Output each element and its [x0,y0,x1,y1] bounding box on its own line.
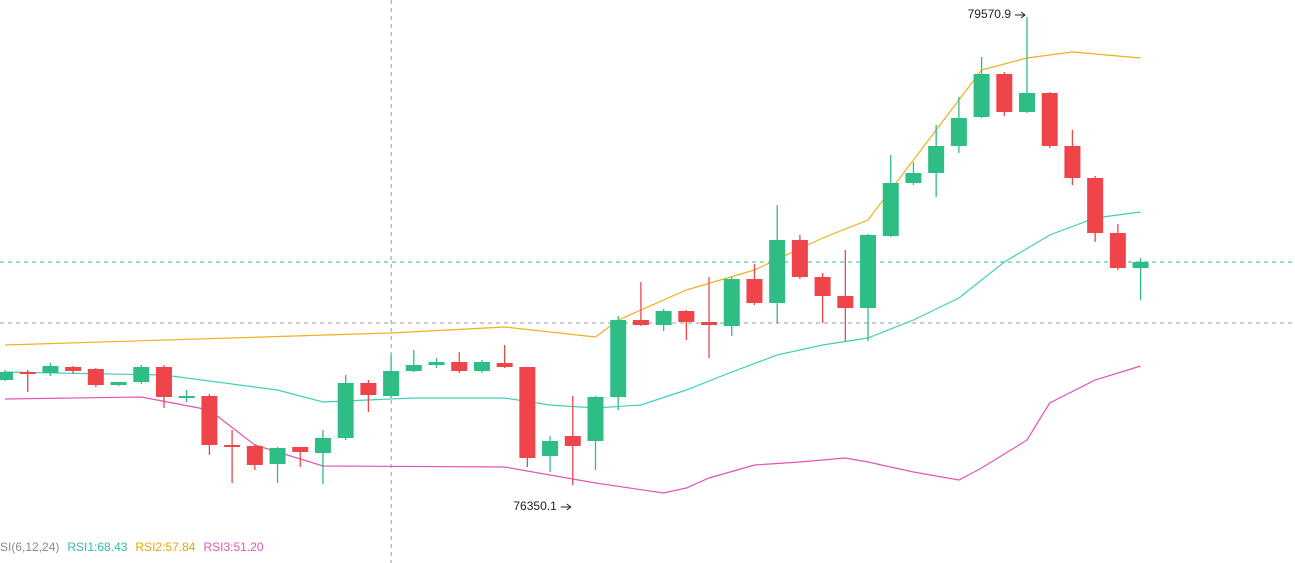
price-annotation: 76350.1 [513,499,557,513]
price-annotation: 79570.9 [968,7,1012,21]
candle-body [837,296,854,309]
candle-body [224,444,241,447]
indicator-label: RSI1:68.43 [67,540,127,554]
candle-body [1109,232,1126,269]
candle-body [860,235,877,309]
candle-body [0,371,13,381]
candle-body [701,321,718,326]
candle-body [383,371,400,397]
candle-body [451,361,468,372]
candle-body [1041,93,1058,147]
candle-body [519,366,536,459]
indicator-label: RSI2:57.84 [135,540,195,554]
candle-body [678,310,695,322]
candle-body [360,382,377,395]
candle-body [655,310,672,326]
candle-body [564,436,581,447]
band-line [4,51,1141,346]
candle-body [1019,93,1036,113]
candle-body [246,446,263,466]
candle-body [292,447,309,453]
candle-body [337,382,354,438]
candle-body [950,118,967,147]
candle-body [542,441,559,456]
indicator-label: SI(6,12,24) [0,540,59,554]
candle-body [882,182,899,237]
candle-body [269,448,286,465]
candle-body [610,320,627,398]
candle-body [65,366,82,372]
candle-body [201,396,218,445]
candle-body [155,366,172,398]
band-line [4,211,1141,409]
candle-body [746,279,763,304]
candle-body [110,382,127,386]
candle-body [632,320,649,326]
candle-body [1064,146,1081,178]
candle-body [178,396,195,399]
candle-body [814,276,831,297]
candle-body [587,397,604,442]
candle-body [928,146,945,174]
candle-body [496,363,513,367]
candle-body [791,240,808,277]
indicator-label: RSI3:51.20 [203,540,263,554]
candle-body [133,366,150,383]
candle-body [973,74,990,117]
candle-body [314,437,331,454]
candle-body [87,369,104,386]
candle-body [769,240,786,304]
candle-body [1087,177,1104,233]
annotation-arrow-head [1020,11,1026,19]
candle-body [996,74,1013,113]
candle-body [905,173,922,183]
candle-body [405,365,422,372]
candle-body [19,371,36,374]
annotation-arrow-head [566,503,572,511]
candle-body [1132,262,1149,269]
candle-body [428,361,445,366]
candle-body [42,365,59,373]
candle-body [473,361,490,372]
candle-body [723,279,740,327]
